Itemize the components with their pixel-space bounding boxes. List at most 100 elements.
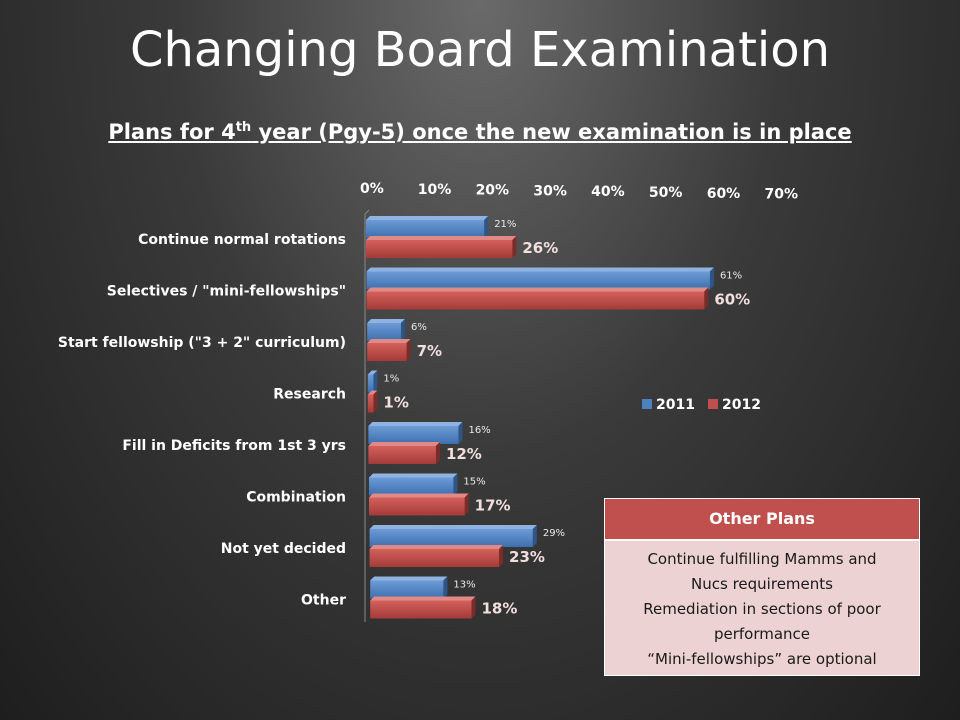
- bar-2011-5: [369, 477, 454, 496]
- bar-side-face: [373, 390, 378, 413]
- bar-side-face: [704, 287, 709, 310]
- other-plans-line: Remediation in sections of poor: [643, 600, 881, 618]
- other-plans-body: Continue fulfilling Mamms and Nucs requir…: [605, 541, 919, 672]
- data-label: 23%: [509, 548, 545, 566]
- x-tick-label: 30%: [533, 183, 567, 199]
- x-tick-label: 70%: [765, 187, 799, 203]
- bar-side-face: [484, 216, 489, 238]
- subtitle-text-rest: year (Pgy-5) once the new examination is…: [251, 120, 852, 144]
- bar-2012-1: [366, 291, 705, 310]
- bar-side-face: [435, 442, 440, 464]
- other-plans-line: performance: [713, 625, 811, 643]
- bar-side-face: [400, 319, 405, 341]
- legend-swatch-2012: [708, 399, 718, 409]
- x-tick-label: 60%: [707, 186, 741, 202]
- bar-top-face: [368, 442, 440, 446]
- bar-2012-0: [366, 240, 513, 258]
- bar-2011-7: [370, 580, 444, 599]
- chart-labels: Continue normal rotations 21% 26% Selective…: [58, 219, 750, 618]
- x-tick-label: 40%: [591, 184, 625, 200]
- other-plans-line: Continue fulfilling Mamms and: [647, 550, 877, 568]
- data-label: 1%: [383, 394, 408, 412]
- bar-side-face: [458, 422, 463, 444]
- bar-side-face: [443, 576, 448, 599]
- bar-2012-2: [367, 343, 407, 361]
- bar-2011-6: [369, 529, 533, 547]
- category-label: Combination: [246, 490, 346, 506]
- other-plans-line: “Mini-fellowships” are optional: [647, 650, 877, 668]
- bar-top-face: [369, 473, 458, 478]
- bar-side-face: [453, 473, 458, 496]
- category-label: Continue normal rotations: [138, 232, 346, 248]
- bar-2011-4: [368, 426, 459, 444]
- bar-top-face: [367, 370, 378, 375]
- bar-top-face: [366, 267, 714, 272]
- category-label: Start fellowship ("3 + 2" curriculum): [58, 335, 346, 351]
- bar-side-face: [373, 370, 378, 393]
- bar-side-face: [464, 493, 469, 516]
- bar-2011-2: [367, 323, 401, 341]
- bar-side-face: [709, 267, 714, 290]
- bar-top-face: [366, 236, 517, 240]
- bar-side-face: [499, 545, 504, 567]
- subtitle-superscript: th: [235, 120, 252, 135]
- data-label: 61%: [720, 271, 742, 282]
- category-label: Fill in Deficits from 1st 3 yrs: [122, 438, 346, 454]
- bar-top-face: [369, 525, 537, 529]
- chart-legend: 2011 2012: [642, 397, 761, 413]
- bar-2012-7: [370, 600, 472, 619]
- x-tick-label: 50%: [649, 185, 683, 201]
- bar-top-face: [367, 390, 378, 395]
- bar-2011-3: [367, 374, 374, 393]
- data-label: 21%: [494, 219, 516, 230]
- subtitle-text: Plans for 4: [108, 120, 236, 144]
- legend-label: 2012: [722, 397, 761, 413]
- chart-axes: 0% 10% 20% 30% 40% 50% 60% 70%: [360, 181, 798, 622]
- slide-title: Changing Board Examination: [129, 22, 831, 78]
- data-label: 29%: [543, 528, 565, 539]
- category-label: Research: [273, 387, 346, 403]
- chart-subtitle: Plans for 4th year (Pgy-5) once the new …: [0, 120, 960, 144]
- data-label: 15%: [463, 477, 485, 488]
- bar-top-face: [370, 576, 448, 581]
- category-label: Not yet decided: [221, 541, 346, 557]
- bar-2011-0: [366, 220, 485, 238]
- x-tick-label: 0%: [360, 181, 384, 197]
- chart-bars: [366, 216, 714, 619]
- x-tick-label: 20%: [476, 183, 510, 199]
- bar-top-face: [366, 287, 709, 292]
- bar-top-face: [370, 596, 476, 601]
- bar-2012-4: [368, 446, 436, 464]
- bar-top-face: [368, 422, 463, 426]
- axis-depth-line: [364, 209, 370, 215]
- bar-top-face: [369, 545, 504, 549]
- bar-2011-1: [366, 271, 710, 290]
- bar-top-face: [369, 493, 469, 498]
- bar-top-face: [367, 339, 411, 343]
- legend-swatch-2011: [642, 399, 652, 409]
- data-label: 17%: [475, 497, 511, 515]
- category-label: Other: [301, 593, 346, 609]
- data-label: 18%: [482, 600, 518, 618]
- bar-top-face: [366, 216, 489, 220]
- bar-side-face: [512, 236, 517, 258]
- bar-2012-3: [367, 394, 374, 413]
- bar-side-face: [471, 596, 476, 619]
- other-plans-line: Nucs requirements: [691, 575, 833, 593]
- other-plans-header: Other Plans: [605, 499, 919, 541]
- data-label: 60%: [714, 291, 750, 309]
- legend-label: 2011: [656, 397, 695, 413]
- data-label: 7%: [417, 342, 442, 360]
- data-label: 13%: [453, 580, 475, 591]
- bar-side-face: [532, 525, 537, 547]
- data-label: 26%: [522, 239, 558, 257]
- data-label: 16%: [468, 425, 490, 436]
- x-tick-label: 10%: [418, 182, 452, 198]
- bar-top-face: [367, 319, 405, 323]
- bar-2012-6: [369, 549, 500, 567]
- bar-side-face: [406, 339, 411, 361]
- data-label: 12%: [446, 445, 482, 463]
- category-label: Selectives / "mini-fellowships": [107, 284, 346, 300]
- other-plans-box: Other Plans Continue fulfilling Mamms an…: [604, 498, 920, 676]
